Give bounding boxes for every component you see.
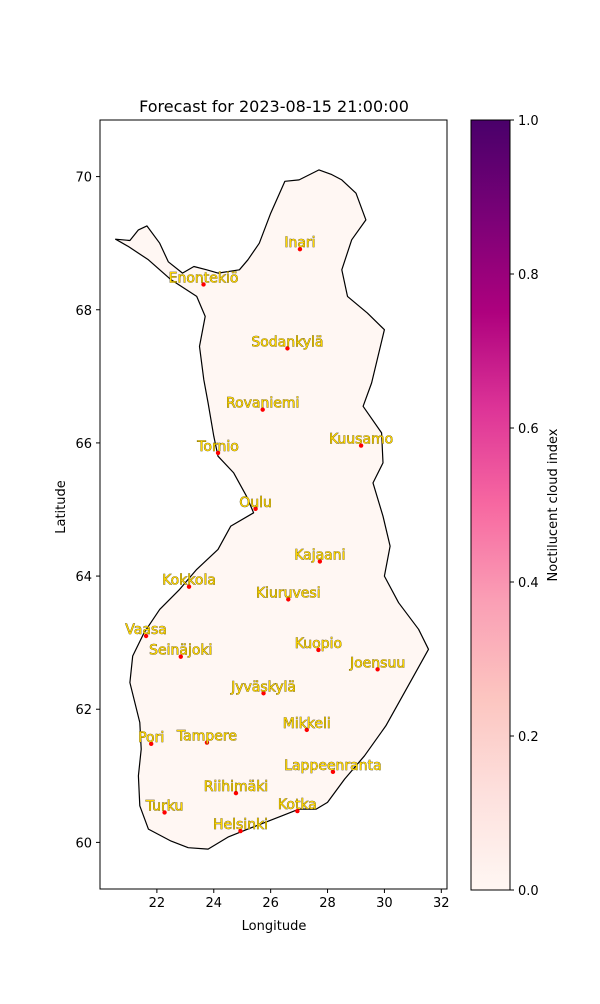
- city-marker: [253, 506, 258, 512]
- colorbar-ticks: 0.0 0.2 0.4 0.6 0.8 1.0: [510, 114, 539, 899]
- city-marker: [204, 740, 210, 745]
- y-axis-label: Latitude: [54, 480, 69, 534]
- x-tick-label: 24: [205, 896, 222, 911]
- colorbar-tick-label: 0.2: [518, 730, 539, 745]
- city-marker: [304, 727, 309, 733]
- city-marker: [201, 282, 206, 287]
- city-marker: [358, 443, 364, 448]
- city-label: Kiuruvesi: [256, 585, 321, 601]
- city-marker: [286, 597, 291, 602]
- city-label: Seinäjoki: [149, 643, 212, 659]
- country-border: [114, 169, 430, 850]
- city-label: Kotka: [278, 797, 317, 813]
- colorbar-label: Noctilucent cloud index: [546, 428, 561, 581]
- city-label: Joensuu: [349, 655, 405, 671]
- city-marker: [143, 633, 149, 639]
- city-label: Riihimäki: [204, 779, 268, 795]
- y-tick-label: 64: [75, 570, 92, 585]
- y-tick-label: 70: [75, 171, 92, 186]
- city-label: Kuusamo: [329, 432, 393, 448]
- plot-area: Inari Enontekiö Sodankylä Rovaniemi Kuusamo T…: [75, 119, 450, 911]
- city-label: Kuopio: [295, 636, 342, 652]
- city-marker: [233, 790, 239, 796]
- city-marker: [375, 667, 380, 672]
- city-label: Lappeenranta: [284, 758, 382, 774]
- y-tick-label: 66: [75, 437, 92, 452]
- city-label: Enontekiö: [169, 270, 239, 286]
- city-label: Mikkeli: [283, 716, 331, 732]
- city-label: Kajaani: [294, 547, 345, 563]
- plot-frame: [99, 119, 448, 890]
- x-tick-label: 30: [376, 896, 393, 911]
- colorbar: 0.0 0.2 0.4 0.6 0.8 1.0 Noctilucent cloud ind…: [470, 114, 561, 899]
- city-label: Rovaniemi: [226, 396, 299, 412]
- city-label: Sodankylä: [251, 334, 323, 350]
- city-label: Turku: [145, 798, 184, 814]
- city-marker: [285, 346, 290, 351]
- x-tick-label: 32: [433, 896, 450, 911]
- city-label: Jyväskylä: [230, 679, 296, 695]
- chart-title: Forecast for 2023-08-15 21:00:00: [139, 97, 409, 116]
- colorbar-tick-label: 0.6: [518, 422, 539, 437]
- colorbar-tick-label: 0.4: [518, 576, 539, 591]
- y-tick-label: 62: [75, 703, 92, 718]
- x-axis-label: Longitude: [242, 919, 307, 934]
- colorbar-tick-label: 1.0: [518, 114, 539, 129]
- city-marker: [215, 450, 221, 456]
- city-marker: [297, 246, 303, 252]
- city-marker: [261, 691, 266, 696]
- city-label: Helsinki: [213, 817, 268, 833]
- x-tick-label: 26: [262, 896, 279, 911]
- colorbar-tick-label: 0.0: [518, 884, 539, 899]
- city-marker: [186, 584, 192, 589]
- colorbar-gradient: [470, 119, 511, 891]
- city-marker: [295, 808, 300, 814]
- city-label: Tornio: [196, 439, 239, 455]
- city-label: Tampere: [176, 729, 237, 745]
- x-tick-label: 28: [319, 896, 336, 911]
- colorbar-tick-label: 0.8: [518, 268, 539, 283]
- city-marker: [317, 559, 323, 564]
- city-label: Oulu: [239, 495, 272, 511]
- city-label: Vaasa: [125, 622, 167, 638]
- y-tick-label: 60: [75, 836, 92, 851]
- city-label: Kokkola: [162, 573, 216, 589]
- city-label: Inari: [284, 235, 315, 251]
- city-marker: [260, 407, 265, 412]
- city-marker: [238, 828, 243, 834]
- city-marker: [148, 741, 154, 747]
- city-marker: [330, 769, 336, 775]
- y-tick-label: 68: [75, 304, 92, 319]
- city-label: Pori: [138, 730, 164, 746]
- city-marker: [316, 647, 321, 653]
- city-marker: [178, 654, 183, 659]
- x-tick-label: 22: [149, 896, 166, 911]
- forecast-field: [115, 169, 429, 850]
- city-marker: [162, 810, 167, 815]
